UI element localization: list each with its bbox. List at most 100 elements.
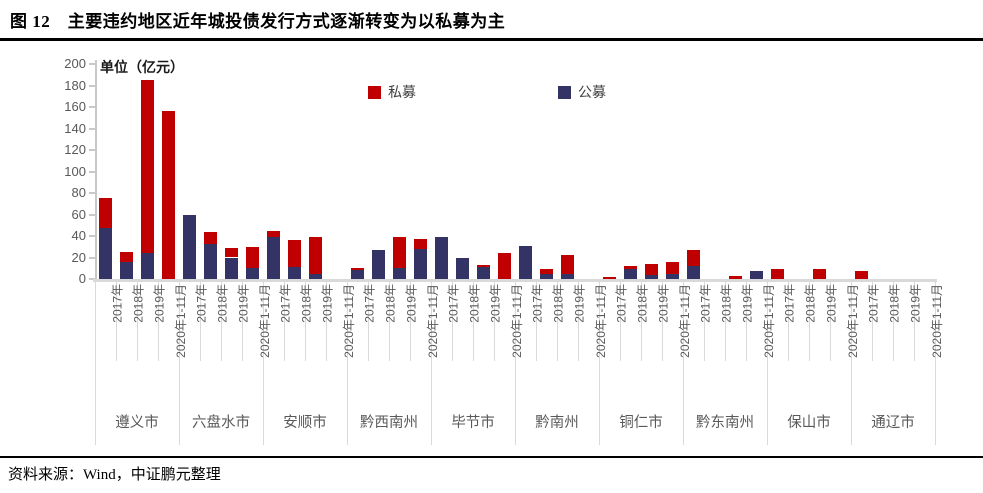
bar-segment-private <box>225 247 238 258</box>
category-tick-line <box>788 281 789 361</box>
bar-segment-private <box>414 239 427 249</box>
x-axis-year-label: 2017年 <box>279 284 293 323</box>
y-axis-tick-label: 120 <box>64 142 86 157</box>
legend-item-private: 私募 <box>368 82 416 102</box>
legend-label-public: 公募 <box>578 84 606 100</box>
x-axis-city-label: 黔西南州 <box>360 415 418 431</box>
x-axis-year-label: 2017年 <box>783 284 797 323</box>
x-axis-year-label: 2019年 <box>573 284 587 323</box>
group-divider-line <box>179 281 180 445</box>
y-axis-tick-label: 140 <box>64 120 86 136</box>
x-axis-year-label: 2020年1-11月 <box>594 284 608 358</box>
figure-title: 图 12 主要违约地区近年城投债发行方式逐渐转变为以私募为主 <box>10 12 506 31</box>
x-axis-city-label: 铜仁市 <box>619 415 663 431</box>
bar-segment-private <box>813 269 826 279</box>
x-axis-year-label: 2017年 <box>699 284 713 323</box>
group-divider-line <box>599 281 600 445</box>
x-axis-year-label: 2017年 <box>195 284 209 323</box>
group-divider-line <box>767 281 768 445</box>
bar-segment-public <box>540 273 553 279</box>
category-tick-line <box>641 281 642 361</box>
group-divider-line <box>95 281 96 445</box>
category-tick-line <box>557 281 558 361</box>
y-axis-tick <box>89 127 95 130</box>
x-axis-year-label: 2019年 <box>657 284 671 323</box>
category-tick-line <box>473 281 474 361</box>
group-divider-line <box>515 281 516 445</box>
x-axis-year-label: 2018年 <box>888 284 902 323</box>
category-tick-line <box>137 281 138 361</box>
y-axis-tick <box>89 235 95 237</box>
x-axis-year-label: 2020年1-11月 <box>678 284 692 358</box>
bar-segment-private <box>309 237 322 274</box>
x-axis-year-label: 2018年 <box>636 284 650 323</box>
y-axis-tick-label: 100 <box>64 163 86 179</box>
category-tick-line <box>221 281 222 361</box>
category-tick-line <box>914 281 915 361</box>
x-axis-year-label: 2017年 <box>111 284 125 323</box>
category-tick-line <box>704 281 705 361</box>
group-divider-line <box>263 281 264 445</box>
bar-segment-private <box>603 276 616 279</box>
bar-segment-public <box>393 268 406 279</box>
bar-segment-public <box>519 245 532 279</box>
bar-segment-private <box>120 252 133 262</box>
category-tick-line <box>368 281 369 361</box>
x-axis-year-label: 2020年1-11月 <box>846 284 860 358</box>
bar-segment-public <box>561 273 574 279</box>
y-axis-tick <box>89 63 95 65</box>
bar-segment-private <box>855 271 868 279</box>
category-tick-line <box>305 281 306 361</box>
bar-segment-public <box>351 270 364 279</box>
x-axis-year-label: 2018年 <box>468 284 482 323</box>
bar-segment-private <box>477 265 490 268</box>
x-axis-year-label: 2019年 <box>321 284 335 323</box>
x-axis-year-label: 2018年 <box>384 284 398 323</box>
y-axis-tick <box>89 213 95 216</box>
x-axis-year-label: 2019年 <box>153 284 167 323</box>
bar-segment-public <box>288 267 301 279</box>
x-axis-year-label: 2019年 <box>405 284 419 323</box>
group-divider-line <box>683 281 684 445</box>
legend-item-public: 公募 <box>558 82 606 102</box>
x-axis-year-label: 2019年 <box>741 284 755 323</box>
bar-segment-private <box>771 269 784 279</box>
category-tick-line <box>746 281 747 361</box>
x-axis-city-label: 遵义市 <box>115 415 159 431</box>
category-tick-line <box>410 281 411 361</box>
category-tick-line <box>536 281 537 361</box>
bar-segment-public <box>309 273 322 279</box>
y-axis-tick-label: 180 <box>64 77 86 93</box>
bar-segment-private <box>288 240 301 268</box>
y-axis-line <box>95 60 97 279</box>
category-tick-line <box>830 281 831 361</box>
x-axis-city-label: 通辽市 <box>871 415 915 431</box>
bar-segment-private <box>246 246 259 269</box>
private-legend-swatch-icon <box>368 85 381 99</box>
x-axis-year-label: 2018年 <box>804 284 818 323</box>
public-legend-swatch-icon <box>558 85 571 99</box>
bar-segment-private <box>162 111 175 279</box>
y-axis-tick-label: 20 <box>71 249 86 265</box>
y-axis-tick-label: 60 <box>71 206 86 222</box>
x-axis-year-label: 2019年 <box>489 284 503 323</box>
bar-segment-private <box>624 266 637 270</box>
bar-segment-private <box>540 269 553 274</box>
y-axis-tick <box>89 256 95 259</box>
bar-segment-public <box>99 228 112 279</box>
x-axis-year-label: 2020年1-11月 <box>426 284 440 358</box>
y-axis-tick-label: 40 <box>71 228 86 243</box>
x-axis-year-label: 2018年 <box>300 284 314 323</box>
bar-segment-public <box>645 274 658 279</box>
bar-segment-public <box>141 253 154 279</box>
y-axis-tick <box>89 192 95 194</box>
y-axis-tick <box>89 84 95 87</box>
bar-segment-private <box>666 261 679 274</box>
category-tick-line <box>158 281 159 361</box>
x-axis-city-label: 保山市 <box>787 415 831 431</box>
x-axis-year-label: 2017年 <box>615 284 629 323</box>
x-axis-year-label: 2020年1-11月 <box>762 284 776 358</box>
bar-segment-public <box>225 257 238 279</box>
bar-segment-public <box>372 249 385 279</box>
